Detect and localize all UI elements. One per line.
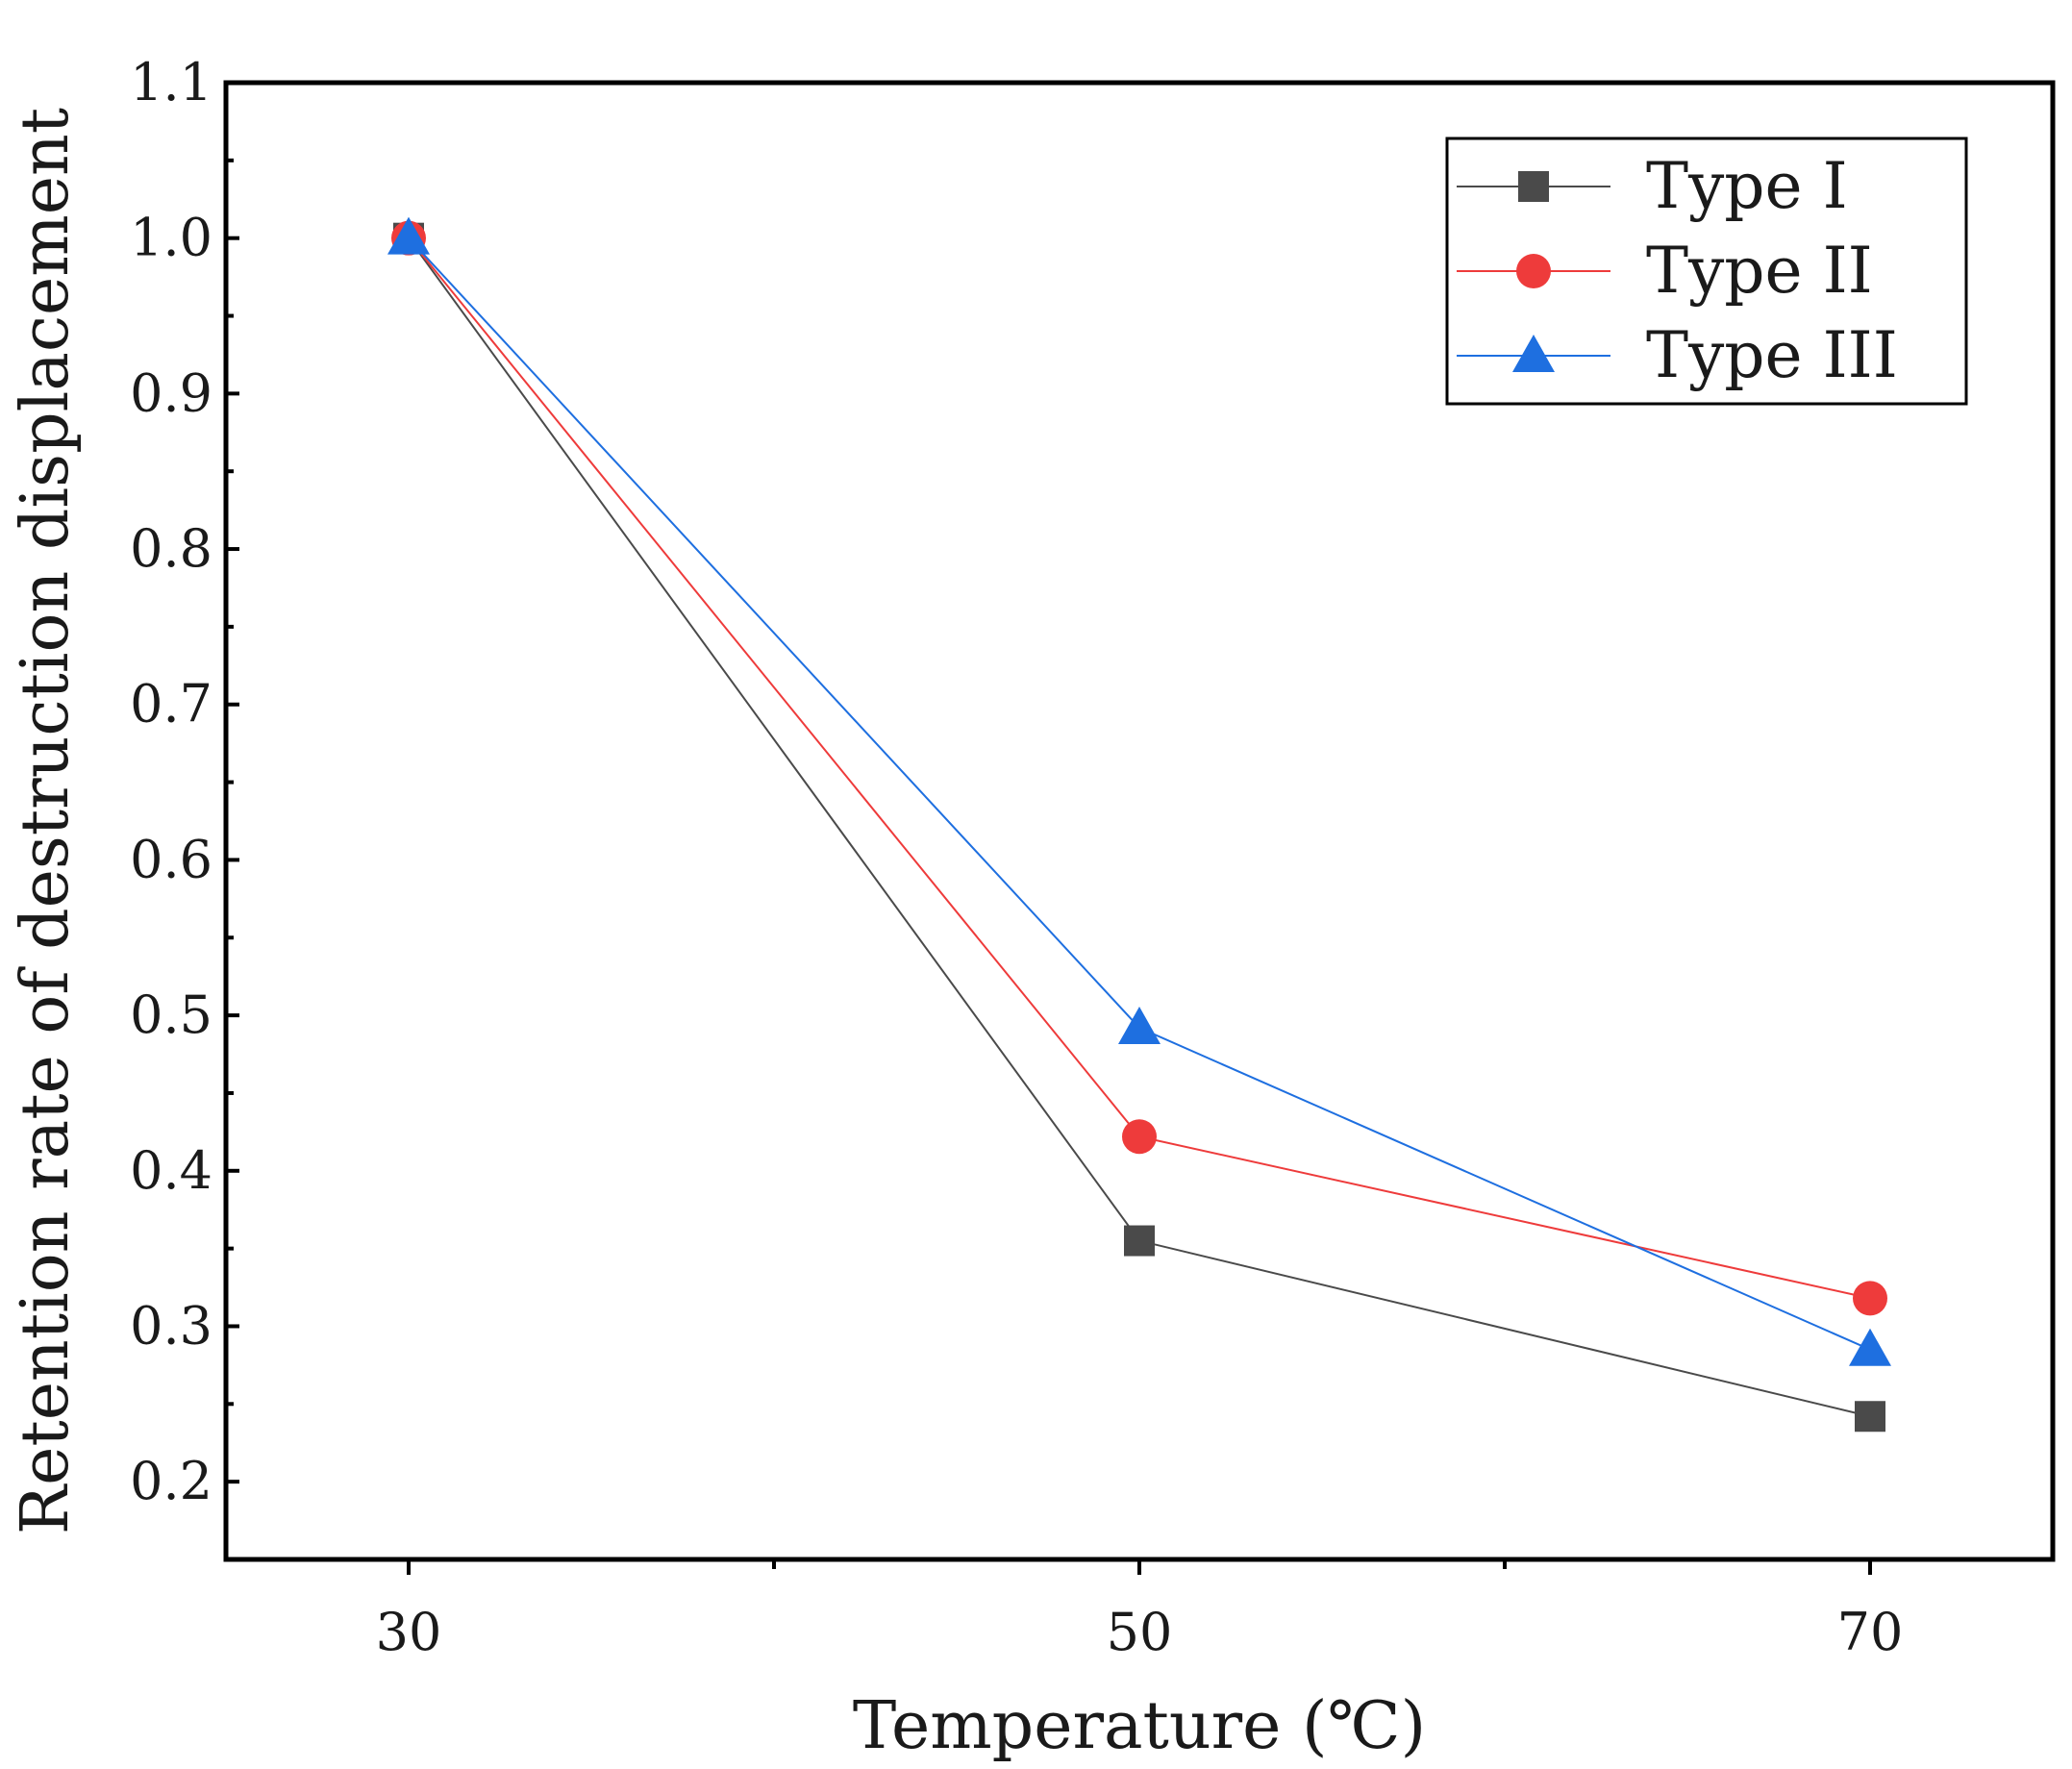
data-point-type-iii: [1118, 1007, 1161, 1045]
data-point-type-iii: [1849, 1328, 1891, 1366]
data-point-type-ii: [1122, 1119, 1157, 1155]
legend: Type I Type II Type III: [1445, 137, 1968, 406]
legend-label: Type III: [1646, 318, 1898, 392]
legend-item-type-ii: Type II: [1457, 234, 1873, 308]
series-type-iii: [387, 216, 1891, 1366]
y-tick-label: 0.5: [130, 984, 212, 1045]
x-axis: 30 50 70: [376, 1559, 1904, 1662]
x-tick-label: 70: [1837, 1602, 1904, 1662]
data-point-type-i: [1855, 1401, 1885, 1433]
data-point-type-i: [1124, 1225, 1155, 1257]
x-axis-title: Temperature (℃): [853, 1688, 1426, 1764]
y-tick-label: 0.9: [130, 362, 212, 423]
y-tick-label: 0.6: [130, 829, 212, 889]
y-tick-label: 0.8: [130, 518, 212, 579]
series-layer: [387, 216, 1891, 1433]
data-point-type-iii: [387, 216, 430, 255]
legend-label: Type II: [1646, 234, 1873, 308]
y-tick-label: 0.4: [130, 1140, 212, 1201]
legend-marker: [1518, 171, 1549, 202]
y-tick-label: 1.0: [130, 208, 212, 268]
legend-item-type-i: Type I: [1457, 149, 1848, 223]
legend-marker: [1516, 254, 1551, 288]
y-tick-label: 1.1: [130, 52, 212, 112]
y-tick-label: 0.3: [130, 1295, 212, 1356]
legend-item-type-iii: Type III: [1457, 318, 1898, 392]
data-point-type-ii: [1853, 1281, 1887, 1316]
y-tick-label: 0.2: [130, 1451, 212, 1511]
y-axis-title: Retention rate of destruction displaceme…: [8, 108, 84, 1534]
x-tick-label: 30: [376, 1602, 442, 1662]
x-tick-label: 50: [1107, 1602, 1173, 1662]
y-tick-label: 0.7: [130, 674, 212, 735]
legend-label: Type I: [1646, 149, 1848, 223]
legend-marker: [1512, 335, 1555, 372]
y-axis: 0.2 0.3 0.4 0.5 0.6 0.7 0.8 0.9 1.0 1.1: [130, 52, 239, 1511]
